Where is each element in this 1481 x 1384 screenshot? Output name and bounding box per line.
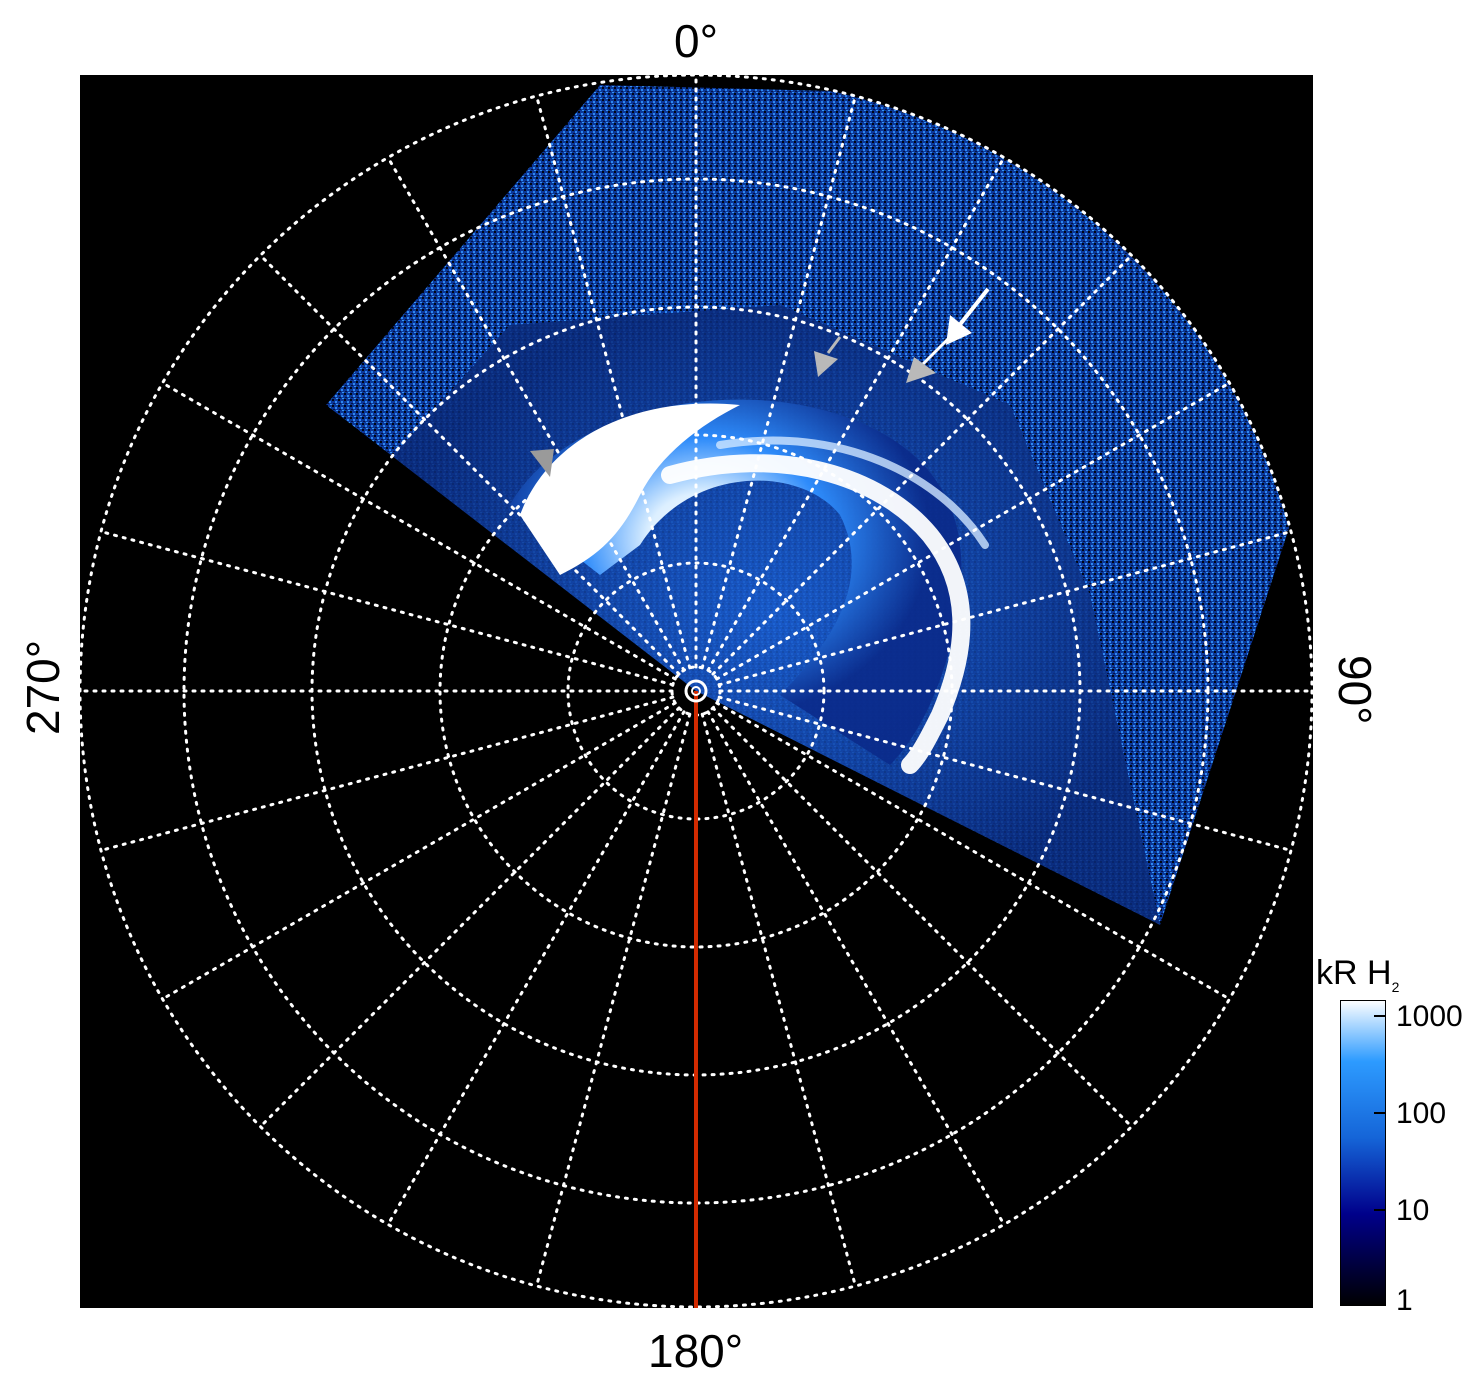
colorbar-tick-1000: 1000	[1396, 1000, 1463, 1033]
grid-spoke-225	[258, 706, 681, 1129]
grid-spoke-345	[535, 94, 692, 670]
grey-arrow-2	[814, 336, 842, 377]
bright-core-blob	[520, 403, 740, 575]
grid-spoke-210	[386, 710, 686, 1226]
polar-grid	[80, 75, 1313, 1308]
secondary-auroral-arc	[716, 436, 989, 549]
colorbar-title-main: kR H	[1316, 954, 1392, 992]
grid-spoke-30	[706, 156, 1006, 672]
colorbar-tick-100: 100	[1396, 1097, 1447, 1130]
grid-spoke-75	[717, 530, 1293, 687]
colorbar-title-subscript: 2	[1391, 978, 1400, 995]
grid-spoke-195	[535, 712, 692, 1288]
colorbar-major-ticks	[1374, 1015, 1386, 1306]
grid-circle-3	[438, 433, 954, 949]
grid-spoke-105	[717, 695, 1293, 852]
azimuth-label-90: 90°	[1329, 655, 1381, 725]
grid-spoke-135	[711, 706, 1134, 1129]
grid-spoke-45	[711, 253, 1134, 676]
grid-spoke-240	[161, 701, 677, 1001]
main-auroral-oval	[661, 454, 971, 774]
grey-arrow-3	[530, 449, 554, 477]
grid-spoke-15	[700, 94, 857, 670]
colorbar-title: kR H2	[1316, 956, 1399, 994]
colorbar-gradient	[1340, 1000, 1386, 1306]
azimuth-label-270: 270°	[17, 639, 69, 735]
white-arrow	[946, 287, 990, 345]
grid-spoke-330	[386, 156, 686, 672]
azimuth-label-180: 180°	[648, 1325, 744, 1377]
grid-spoke-150	[706, 710, 1006, 1226]
grid-spoke-165	[700, 712, 857, 1288]
colorbar-tick-1: 1	[1396, 1284, 1413, 1317]
grid-spoke-255	[99, 695, 675, 852]
grey-arrow-1	[906, 335, 952, 383]
grid-spoke-285	[99, 530, 675, 687]
grid-spoke-120	[715, 701, 1231, 1001]
grid-circle-6	[80, 75, 1313, 1308]
grid-spoke-315	[258, 253, 681, 676]
grid-spoke-300	[161, 381, 677, 681]
pole-marker-outer	[684, 679, 708, 703]
polar-auroral-image	[80, 75, 1313, 1308]
colorbar	[1340, 1000, 1386, 1306]
pole-marker-inner	[691, 686, 701, 696]
azimuth-label-0: 0°	[674, 15, 718, 67]
colorbar-tick-10: 10	[1396, 1194, 1430, 1227]
grid-spoke-60	[715, 381, 1231, 681]
